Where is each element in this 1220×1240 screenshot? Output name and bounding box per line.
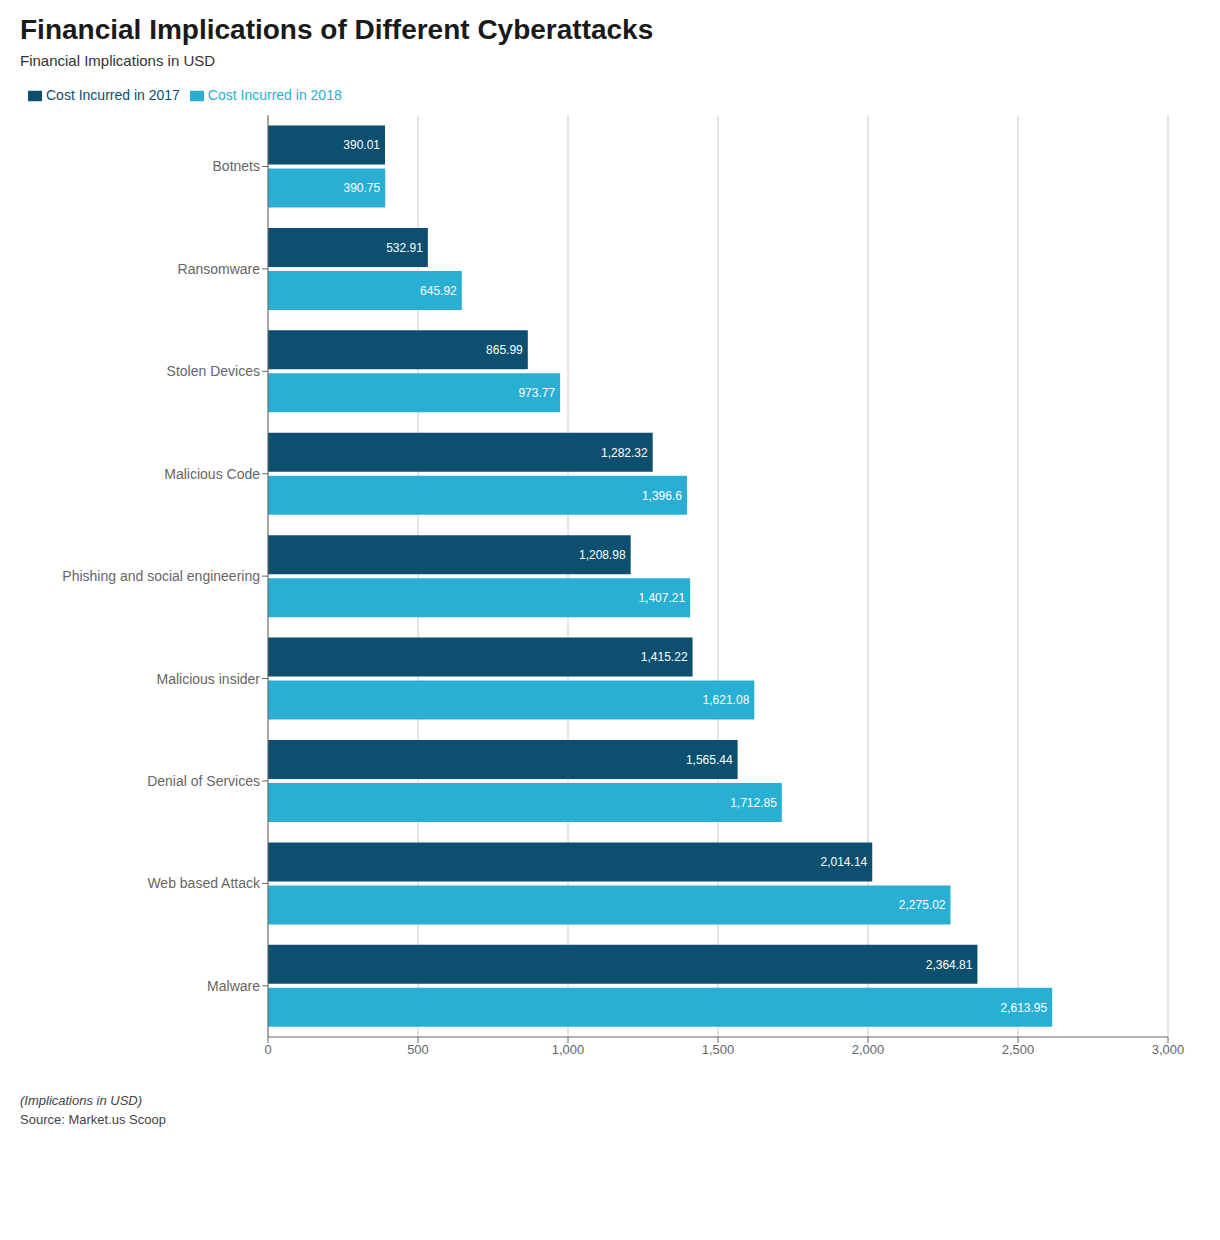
svg-text:1,415.22: 1,415.22 [641,650,688,664]
svg-text:390.75: 390.75 [344,181,381,195]
svg-text:Malicious Code: Malicious Code [164,466,260,482]
svg-text:2,500: 2,500 [1002,1042,1035,1057]
svg-text:1,565.44: 1,565.44 [686,753,733,767]
svg-text:1,208.98: 1,208.98 [579,548,626,562]
html-text:(Implications in USD): (Implications in USD) [20,1093,143,1108]
svg-text:2,000: 2,000 [852,1042,885,1057]
svg-text:Malicious insider: Malicious insider [157,671,261,687]
svg-text:Phishing and social engineerin: Phishing and social engineering [62,568,260,584]
svg-text:Botnets: Botnets [213,158,260,174]
svg-text:2,364.81: 2,364.81 [926,958,973,972]
svg-text:Stolen Devices: Stolen Devices [167,363,260,379]
svg-text:973.77: 973.77 [518,386,555,400]
svg-text:2,613.95: 2,613.95 [1000,1001,1047,1015]
svg-text:1,000: 1,000 [552,1042,585,1057]
svg-text:1,500: 1,500 [702,1042,735,1057]
html-text:Financial Implications in USD: Financial Implications in USD [20,52,216,69]
svg-text:2,014.14: 2,014.14 [821,855,868,869]
svg-text:Malware: Malware [207,978,260,994]
svg-text:0: 0 [264,1042,271,1057]
svg-text:390.01: 390.01 [343,138,380,152]
html-text:Cost Incurred in 2018: Cost Incurred in 2018 [207,87,342,103]
svg-text:1,621.08: 1,621.08 [703,693,750,707]
svg-text:1,396.6: 1,396.6 [642,489,682,503]
svg-text:Denial of Services: Denial of Services [147,773,260,789]
svg-text:645.92: 645.92 [420,284,457,298]
svg-text:2,275.02: 2,275.02 [899,898,946,912]
html-text:Cost Incurred in 2017: Cost Incurred in 2017 [46,87,180,103]
svg-text:532.91: 532.91 [386,241,423,255]
svg-text:3,000: 3,000 [1152,1042,1185,1057]
html-text:Source: Market.us Scoop: Source: Market.us Scoop [20,1112,166,1127]
svg-text:1,712.85: 1,712.85 [730,796,777,810]
svg-text:Ransomware: Ransomware [178,261,261,277]
svg-text:Web based Attack: Web based Attack [147,875,261,891]
svg-text:1,282.32: 1,282.32 [601,446,648,460]
svg-text:500: 500 [407,1042,429,1057]
svg-text:865.99: 865.99 [486,343,523,357]
html-text:Financial Implications of Diff: Financial Implications of Different Cybe… [20,14,654,45]
svg-text:1,407.21: 1,407.21 [638,591,685,605]
